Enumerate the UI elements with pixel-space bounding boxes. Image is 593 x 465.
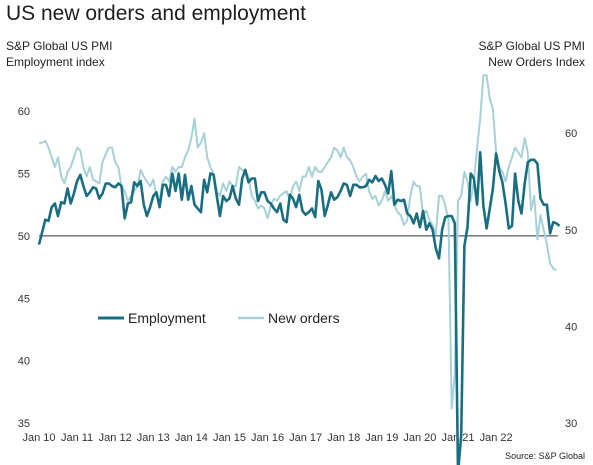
x-tick-label: Jan 19	[365, 432, 398, 444]
right-tick-label: 50	[565, 225, 577, 237]
source-note: Source: S&P Global	[505, 451, 585, 461]
right-axis-title: S&P Global US PMI New Orders Index	[479, 38, 586, 70]
right-axis-title-line-2: New Orders Index	[488, 55, 585, 69]
x-tick-label: Jan 18	[327, 432, 360, 444]
x-tick-label: Jan 14	[175, 432, 208, 444]
left-axis-title-line-2: Employment index	[6, 55, 105, 69]
left-tick-label: 40	[18, 356, 30, 368]
left-tick-label: 50	[18, 231, 30, 243]
x-tick-label: Jan 22	[480, 432, 513, 444]
left-axis-title: S&P Global US PMI Employment index	[6, 38, 113, 70]
x-tick-label: Jan 16	[251, 432, 284, 444]
left-tick-label: 45	[18, 293, 30, 305]
x-tick-label: Jan 15	[213, 432, 246, 444]
left-tick-label: 55	[18, 169, 30, 181]
left-tick-label: 35	[18, 418, 30, 430]
left-tick-label: 60	[18, 106, 30, 118]
right-tick-label: 30	[565, 418, 577, 430]
series-line-employment	[37, 151, 561, 465]
chart-title: US new orders and employment	[6, 2, 306, 25]
series-line-new-orders	[39, 74, 557, 410]
x-tick-label: Jan 13	[137, 432, 170, 444]
legend-label-new-orders: New orders	[268, 310, 340, 326]
x-tick-label: Jan 12	[99, 432, 132, 444]
x-tick-label: Jan 17	[289, 432, 322, 444]
left-axis-title-line-1: S&P Global US PMI	[6, 39, 113, 53]
x-tick-label: Jan 10	[22, 432, 55, 444]
x-tick-label: Jan 11	[61, 432, 93, 444]
right-axis-title-line-1: S&P Global US PMI	[478, 39, 586, 53]
right-tick-label: 40	[565, 321, 577, 333]
x-tick-label: Jan 20	[403, 432, 436, 444]
legend-label-employment: Employment	[128, 310, 206, 326]
right-tick-label: 60	[565, 128, 577, 140]
